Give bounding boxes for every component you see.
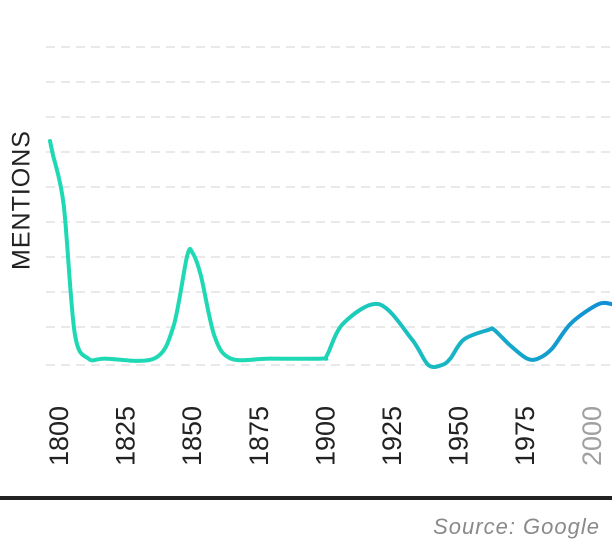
- x-tick-label-2000: 2000: [577, 406, 607, 466]
- series-line-0: [48, 139, 612, 370]
- x-tick-label-1825: 1825: [111, 406, 141, 466]
- x-tick-label-1950: 1950: [444, 406, 474, 466]
- y-axis-label: MENTIONS: [7, 130, 36, 270]
- x-tick-label-1850: 1850: [177, 406, 207, 466]
- source-note: Source: Google: [433, 514, 600, 539]
- x-tick-label-1800: 1800: [44, 406, 74, 466]
- x-tick-label-1900: 1900: [310, 406, 340, 466]
- bottom-divider: [0, 496, 612, 500]
- x-tick-label-1925: 1925: [377, 406, 407, 466]
- x-tick-label-1975: 1975: [510, 406, 540, 466]
- x-tick-label-1875: 1875: [244, 406, 274, 466]
